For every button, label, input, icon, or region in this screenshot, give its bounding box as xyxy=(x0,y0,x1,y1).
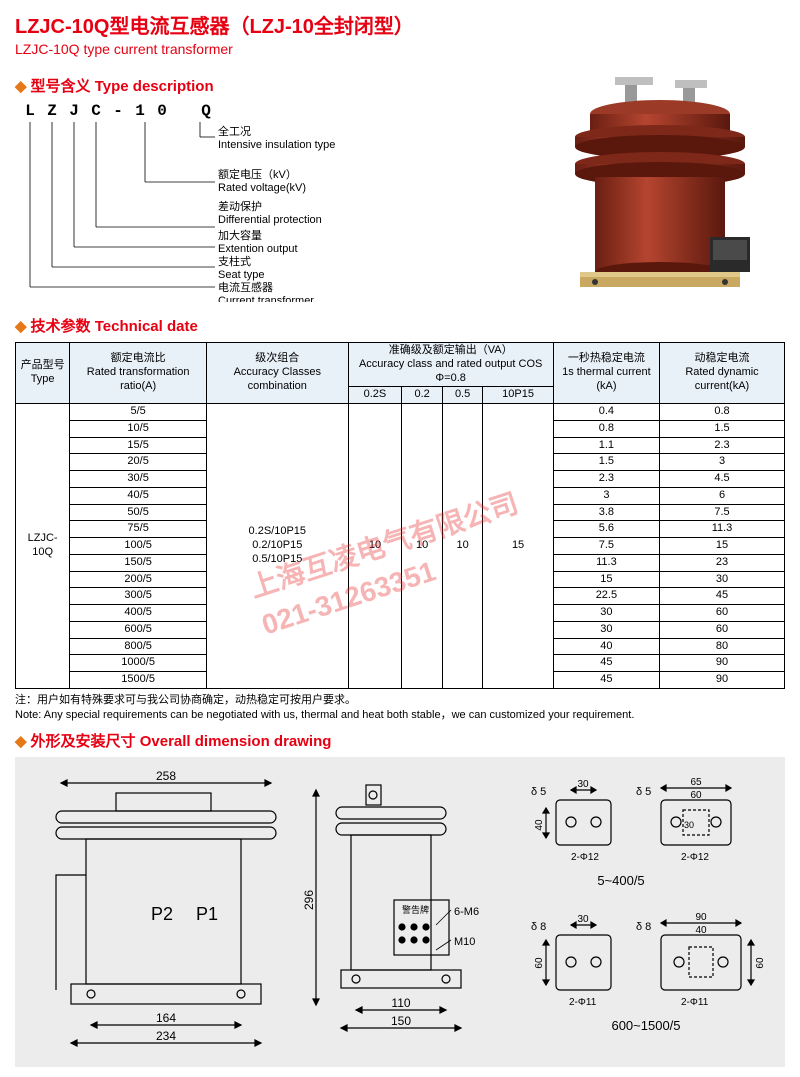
svg-text:60: 60 xyxy=(755,957,766,969)
svg-text:2-Φ11: 2-Φ11 xyxy=(681,997,709,1008)
svg-text:Extention output: Extention output xyxy=(218,243,298,255)
svg-text:Seat type: Seat type xyxy=(218,269,264,281)
diamond-icon: ◆ xyxy=(15,78,27,95)
svg-text:40: 40 xyxy=(534,819,545,831)
svg-text:110: 110 xyxy=(391,996,410,1010)
svg-text:5~400/5: 5~400/5 xyxy=(597,873,644,888)
svg-text:150: 150 xyxy=(391,1014,411,1028)
th-accuracy: 准确级及额定输出（VA）Accuracy class and rated out… xyxy=(348,343,553,387)
code-letters: LZJC-10Q xyxy=(20,102,525,120)
svg-text:差动保护: 差动保护 xyxy=(218,199,262,213)
svg-text:支柱式: 支柱式 xyxy=(218,254,251,268)
svg-text:M10: M10 xyxy=(454,936,475,948)
svg-text:60: 60 xyxy=(534,957,545,969)
svg-text:164: 164 xyxy=(156,1011,176,1025)
svg-text:65: 65 xyxy=(690,777,702,788)
svg-text:90: 90 xyxy=(695,912,707,923)
svg-text:δ 8: δ 8 xyxy=(531,921,546,933)
svg-text:2-Φ11: 2-Φ11 xyxy=(569,997,597,1008)
th-dynamic: 动稳定电流Rated dynamic current(kA) xyxy=(660,343,785,404)
svg-text:2-Φ12: 2-Φ12 xyxy=(571,852,599,863)
section-type-desc: ◆型号含义 Type description xyxy=(15,75,525,96)
dimension-drawing: 258 P2 P1 xyxy=(15,757,785,1067)
svg-text:30: 30 xyxy=(684,820,694,830)
svg-text:Rated voltage(kV): Rated voltage(kV) xyxy=(218,182,306,194)
svg-text:警告牌: 警告牌 xyxy=(402,904,429,915)
svg-text:30: 30 xyxy=(577,914,589,925)
svg-text:234: 234 xyxy=(156,1029,176,1043)
diamond-icon: ◆ xyxy=(15,733,27,750)
table-row: LZJC-10Q5/50.2S/10P150.2/10P150.5/10P151… xyxy=(16,404,785,421)
svg-text:600~1500/5: 600~1500/5 xyxy=(611,1018,680,1033)
svg-text:Current transformer: Current transformer xyxy=(218,295,314,302)
svg-text:电流互感器: 电流互感器 xyxy=(218,280,273,294)
svg-text:2-Φ12: 2-Φ12 xyxy=(681,852,709,863)
th-ratio: 额定电流比Rated transformation ratio(A) xyxy=(70,343,207,404)
svg-text:258: 258 xyxy=(156,769,176,783)
svg-text:P1: P1 xyxy=(196,904,218,924)
svg-text:δ 5: δ 5 xyxy=(636,786,651,798)
svg-text:296: 296 xyxy=(302,890,316,910)
svg-text:全工况: 全工况 xyxy=(218,124,251,138)
svg-text:δ 5: δ 5 xyxy=(531,786,546,798)
svg-text:额定电压（kV）: 额定电压（kV） xyxy=(218,167,297,181)
spec-table: 产品型号Type 额定电流比Rated transformation ratio… xyxy=(15,342,785,689)
svg-text:30: 30 xyxy=(577,779,589,790)
th-type: 产品型号Type xyxy=(16,343,70,404)
section-tech: ◆技术参数 Technical date xyxy=(15,315,785,336)
svg-text:P2: P2 xyxy=(151,904,173,924)
svg-text:加大容量: 加大容量 xyxy=(218,228,262,242)
product-image xyxy=(535,67,785,307)
th-classes: 级次组合Accuracy Classes combination xyxy=(207,343,349,404)
svg-text:60: 60 xyxy=(690,790,702,801)
note-text: 注：用户如有特殊要求可与我公司协商确定，动热稳定可按用户要求。 Note: An… xyxy=(15,693,785,723)
page-subtitle: LZJC-10Q type current transformer xyxy=(15,41,785,57)
svg-text:Intensive insulation type: Intensive insulation type xyxy=(218,139,335,151)
page-title: LZJC-10Q型电流互感器（LZJ-10全封闭型） xyxy=(15,10,785,39)
type-bracket-diagram: 全工况 Intensive insulation type 额定电压（kV） R… xyxy=(15,122,425,302)
section-dim: ◆外形及安装尺寸 Overall dimension drawing xyxy=(15,730,785,751)
svg-text:40: 40 xyxy=(695,925,707,936)
svg-text:6-M6: 6-M6 xyxy=(454,906,479,918)
diamond-icon: ◆ xyxy=(15,318,27,335)
th-thermal: 一秒热稳定电流1s thermal current (kA) xyxy=(553,343,659,404)
svg-text:Differential protection: Differential protection xyxy=(218,214,322,226)
svg-text:δ 8: δ 8 xyxy=(636,921,651,933)
